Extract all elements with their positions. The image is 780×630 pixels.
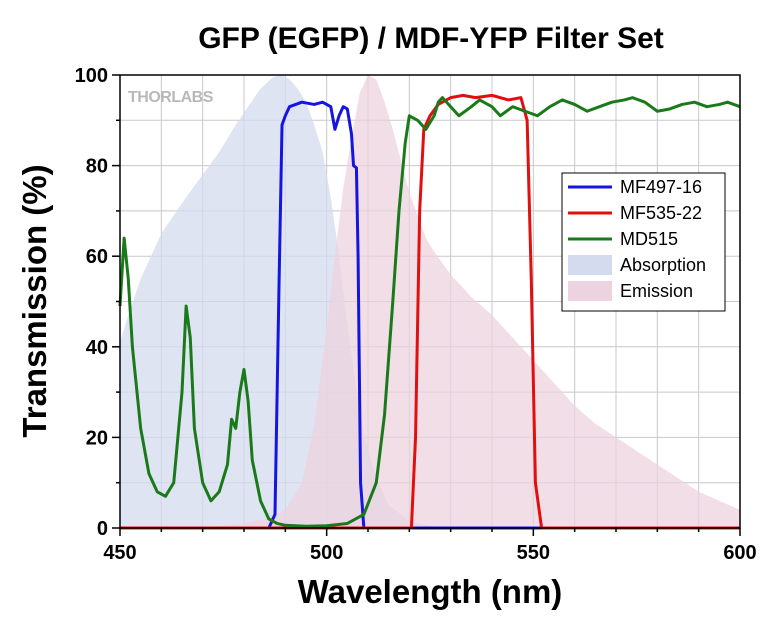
- legend-label: Absorption: [620, 255, 706, 275]
- line-series-group: [118, 93, 741, 530]
- legend-swatch-absorption: [568, 255, 612, 275]
- y-tick-label: 40: [86, 337, 108, 359]
- x-tick-label: 600: [723, 542, 756, 564]
- line-mf497-16: [120, 100, 740, 530]
- y-tick-label: 100: [75, 65, 108, 87]
- legend: MF497-16 MF535-22 MD515 Absorption Emission: [561, 172, 726, 312]
- legend-label: MF535-22: [620, 203, 702, 223]
- area-emission: [120, 75, 740, 528]
- x-tick-label: 550: [517, 542, 550, 564]
- legend-label: MD515: [620, 229, 678, 249]
- legend-label: MF497-16: [620, 177, 702, 197]
- x-tick-label: 500: [310, 542, 343, 564]
- tick-marks: [112, 74, 741, 536]
- y-tick-label: 0: [97, 518, 108, 540]
- y-tick-label: 60: [86, 246, 108, 268]
- y-axis-label: Transmission (%): [16, 164, 53, 437]
- thorlabs-watermark: THORLABS: [128, 89, 214, 106]
- line-md515: [118, 96, 741, 528]
- y-tick-label: 80: [86, 156, 108, 178]
- x-axis-label: Wavelength (nm): [298, 573, 563, 610]
- line-mf535-22: [120, 93, 740, 530]
- legend-label: Emission: [620, 281, 693, 301]
- chart-title: GFP (EGFP) / MDF-YFP Filter Set: [198, 22, 664, 55]
- tick-labels: 450 500 550 600 0 20 40 60 80 100: [75, 65, 757, 564]
- area-series-group: [120, 75, 740, 528]
- x-tick-label: 450: [103, 542, 136, 564]
- legend-swatch-emission: [568, 281, 612, 301]
- y-tick-label: 20: [86, 427, 108, 449]
- area-absorption: [120, 75, 740, 528]
